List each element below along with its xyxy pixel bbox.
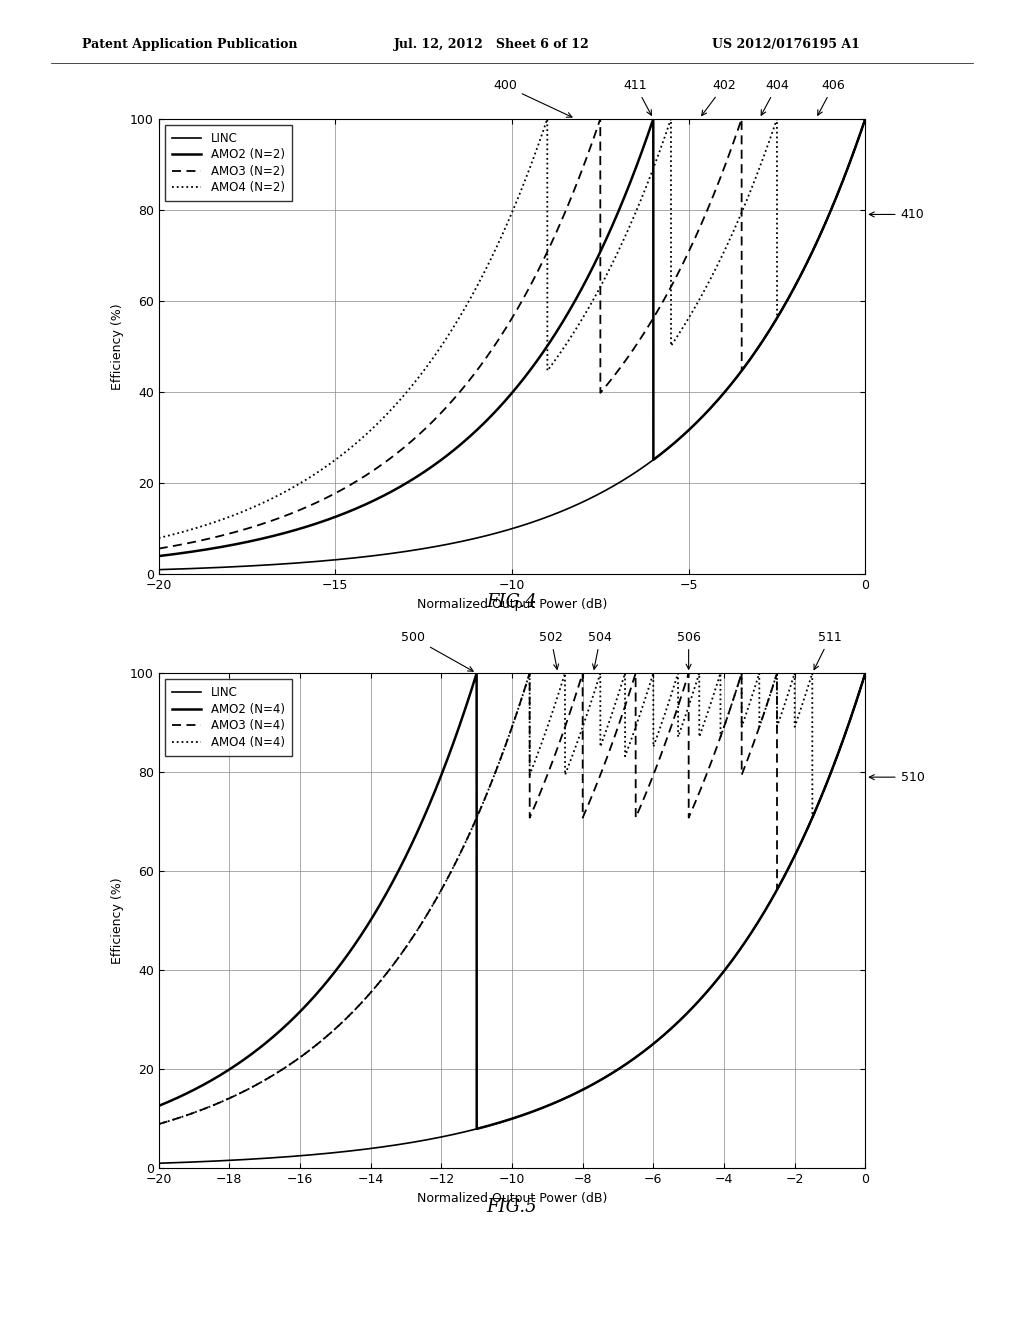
Line: LINC: LINC <box>159 673 865 1163</box>
AMO2 (N=2) <box>677 428 689 444</box>
AMO4 (N=2) <box>570 319 583 335</box>
Text: Jul. 12, 2012   Sheet 6 of 12: Jul. 12, 2012 Sheet 6 of 12 <box>394 37 590 50</box>
AMO4 (N=2) <box>409 375 421 391</box>
AMO4 (N=4) <box>153 1117 165 1133</box>
Legend: LINC, AMO2 (N=4), AMO3 (N=4), AMO4 (N=4): LINC, AMO2 (N=4), AMO3 (N=4), AMO4 (N=4) <box>165 678 292 756</box>
LINC <box>570 1085 583 1101</box>
AMO3 (N=2) <box>601 376 613 392</box>
AMO3 (N=2) <box>153 541 165 557</box>
Text: 511: 511 <box>814 631 842 669</box>
AMO3 (N=4) <box>714 730 726 746</box>
Text: 411: 411 <box>624 79 651 115</box>
AMO2 (N=2) <box>601 228 613 244</box>
Line: AMO4 (N=4): AMO4 (N=4) <box>159 673 865 1125</box>
AMO2 (N=4) <box>188 1081 201 1097</box>
LINC <box>859 111 871 127</box>
Text: 510: 510 <box>869 771 925 784</box>
AMO2 (N=4) <box>409 830 421 846</box>
Line: LINC: LINC <box>159 119 865 570</box>
AMO2 (N=2) <box>188 544 201 560</box>
LINC <box>859 665 871 681</box>
AMO3 (N=2) <box>677 256 689 272</box>
AMO3 (N=4) <box>677 685 689 701</box>
LINC <box>409 1134 421 1150</box>
AMO4 (N=2) <box>153 531 165 546</box>
AMO2 (N=4) <box>601 1068 613 1084</box>
AMO2 (N=4) <box>677 1010 689 1026</box>
AMO4 (N=2) <box>188 520 201 536</box>
AMO3 (N=4) <box>570 684 583 700</box>
AMO4 (N=4) <box>188 1105 201 1121</box>
Y-axis label: Efficiency (%): Efficiency (%) <box>112 304 125 389</box>
AMO2 (N=4) <box>570 1085 583 1101</box>
AMO4 (N=4) <box>601 718 613 734</box>
Text: 502: 502 <box>539 631 563 669</box>
AMO4 (N=2) <box>677 321 689 337</box>
AMO2 (N=4) <box>859 665 871 681</box>
Text: FIG.4: FIG.4 <box>486 593 538 611</box>
LINC <box>601 482 613 498</box>
AMO3 (N=2) <box>859 111 871 127</box>
Text: US 2012/0176195 A1: US 2012/0176195 A1 <box>712 37 859 50</box>
LINC <box>714 389 726 405</box>
AMO4 (N=2) <box>859 111 871 127</box>
Line: AMO4 (N=2): AMO4 (N=2) <box>159 119 865 539</box>
AMO4 (N=4) <box>409 927 421 942</box>
LINC <box>677 428 689 444</box>
AMO2 (N=4) <box>471 1121 483 1137</box>
Text: 404: 404 <box>761 79 788 115</box>
LINC <box>714 968 726 983</box>
Y-axis label: Efficiency (%): Efficiency (%) <box>112 878 125 964</box>
AMO4 (N=4) <box>677 717 689 733</box>
Line: AMO2 (N=4): AMO2 (N=4) <box>159 673 865 1129</box>
LINC <box>153 562 165 578</box>
Text: 410: 410 <box>869 209 925 220</box>
AMO3 (N=4) <box>153 1117 165 1133</box>
AMO4 (N=2) <box>714 252 726 268</box>
AMO3 (N=2) <box>188 535 201 550</box>
AMO2 (N=2) <box>570 289 583 305</box>
LINC <box>188 561 201 577</box>
AMO3 (N=2) <box>409 430 421 446</box>
LINC <box>153 1155 165 1171</box>
AMO3 (N=4) <box>188 1105 201 1121</box>
AMO2 (N=2) <box>714 389 726 405</box>
LINC <box>409 543 421 558</box>
AMO4 (N=4) <box>714 665 726 681</box>
Text: 504: 504 <box>589 631 612 669</box>
LINC <box>570 496 583 512</box>
Line: AMO3 (N=4): AMO3 (N=4) <box>159 673 865 1125</box>
Text: 500: 500 <box>401 631 473 672</box>
X-axis label: Normalized Output Power (dB): Normalized Output Power (dB) <box>417 1192 607 1205</box>
X-axis label: Normalized Output Power (dB): Normalized Output Power (dB) <box>417 598 607 611</box>
AMO3 (N=2) <box>570 176 583 191</box>
Line: AMO2 (N=2): AMO2 (N=2) <box>159 119 865 556</box>
LINC <box>601 1068 613 1084</box>
Text: FIG.5: FIG.5 <box>486 1197 538 1216</box>
AMO2 (N=2) <box>409 470 421 486</box>
AMO3 (N=2) <box>714 170 726 186</box>
Text: 506: 506 <box>677 631 700 669</box>
Text: Patent Application Publication: Patent Application Publication <box>82 37 297 50</box>
Line: AMO3 (N=2): AMO3 (N=2) <box>159 119 865 549</box>
AMO4 (N=4) <box>859 665 871 681</box>
AMO3 (N=4) <box>859 665 871 681</box>
AMO2 (N=2) <box>859 111 871 127</box>
Text: 402: 402 <box>701 79 736 116</box>
Text: 406: 406 <box>818 79 846 115</box>
AMO3 (N=4) <box>601 748 613 764</box>
AMO2 (N=2) <box>153 548 165 564</box>
LINC <box>188 1154 201 1170</box>
AMO2 (N=4) <box>714 968 726 983</box>
Text: 400: 400 <box>493 79 572 117</box>
Legend: LINC, AMO2 (N=2), AMO3 (N=2), AMO4 (N=2): LINC, AMO2 (N=2), AMO3 (N=2), AMO4 (N=2) <box>165 124 292 202</box>
LINC <box>677 1010 689 1026</box>
AMO4 (N=4) <box>570 735 583 751</box>
AMO2 (N=4) <box>153 1098 165 1114</box>
AMO3 (N=4) <box>409 927 421 942</box>
AMO4 (N=2) <box>601 265 613 281</box>
